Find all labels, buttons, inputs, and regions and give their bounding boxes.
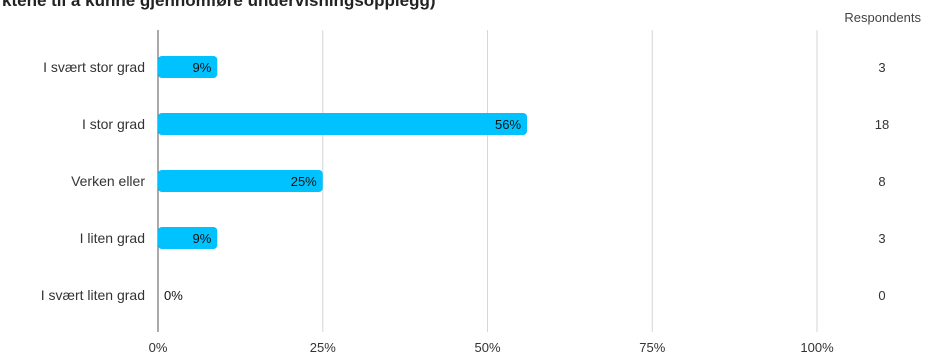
x-tick-label: 0%	[149, 340, 168, 355]
respondents-value: 18	[875, 117, 889, 132]
respondents-value: 0	[878, 288, 885, 303]
category-label: I liten grad	[80, 230, 145, 246]
category-label: I svært stor grad	[43, 59, 145, 75]
bar-value-label: 56%	[495, 117, 521, 132]
bar	[158, 227, 218, 249]
respondents-header: Respondents	[844, 10, 921, 25]
x-tick-label: 100%	[800, 340, 834, 355]
respondents-value: 3	[878, 231, 885, 246]
category-label: Verken eller	[71, 173, 145, 189]
chart-title: ktene til å kunne gjennomføre undervisni…	[2, 0, 436, 10]
x-tick-label: 50%	[474, 340, 500, 355]
bar-value-label: 9%	[193, 60, 212, 75]
bar	[158, 56, 218, 78]
x-tick-label: 75%	[639, 340, 665, 355]
bar-value-label: 25%	[291, 174, 317, 189]
bar-value-label: 0%	[164, 288, 183, 303]
x-tick-label: 25%	[310, 340, 336, 355]
respondents-value: 8	[878, 174, 885, 189]
bar	[158, 170, 323, 192]
respondents-value: 3	[878, 60, 885, 75]
bar-value-label: 9%	[193, 231, 212, 246]
category-label: I svært liten grad	[41, 287, 145, 303]
category-label: I stor grad	[82, 116, 145, 132]
bar	[158, 113, 528, 135]
